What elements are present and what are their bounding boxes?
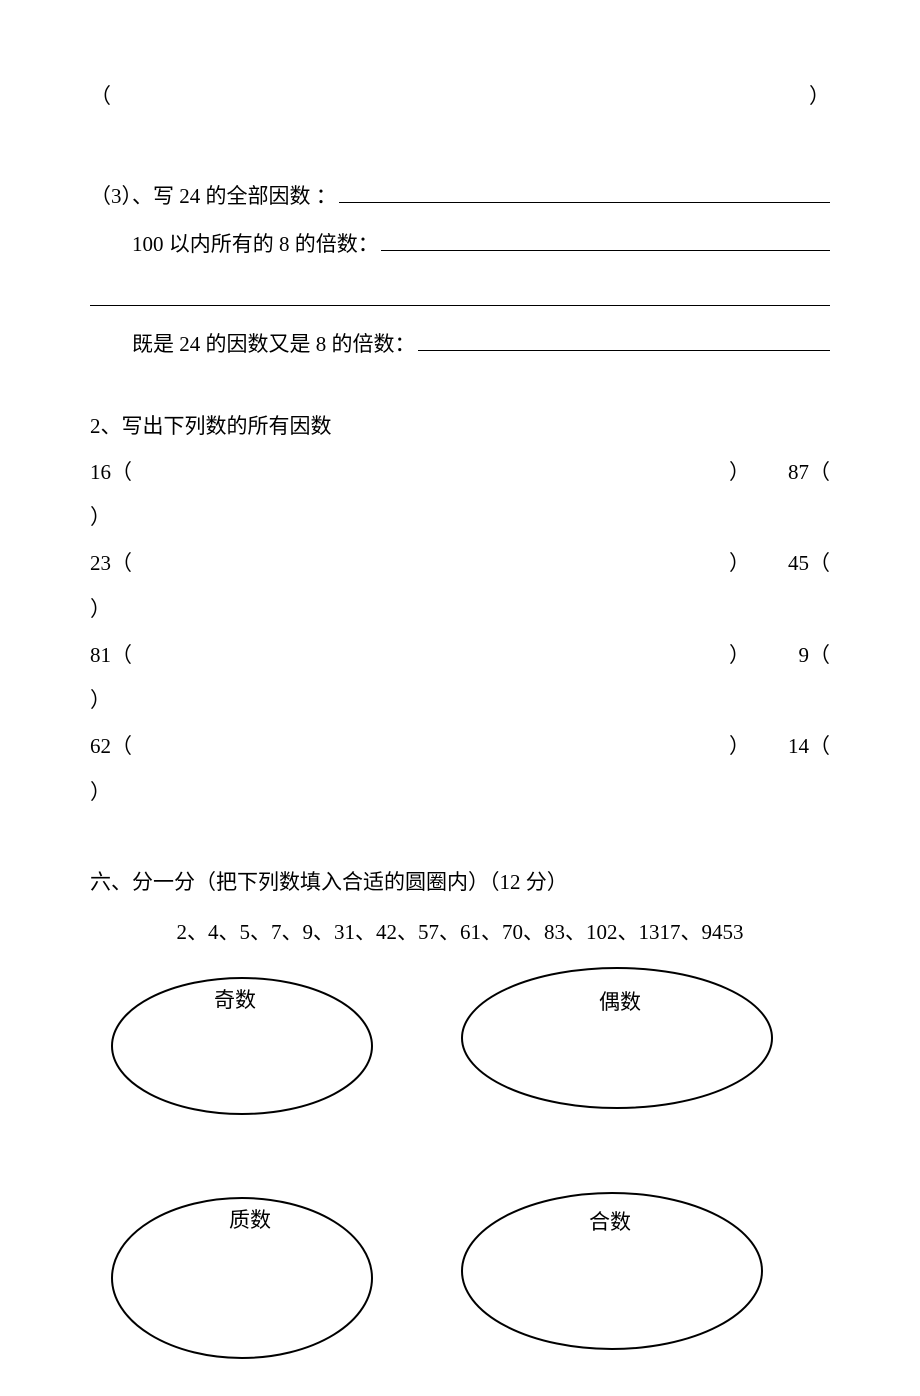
- close-paren: ）: [729, 549, 750, 578]
- factor-row: 16（）87（: [90, 458, 830, 487]
- factor-cell-a: 23（ ）: [90, 549, 750, 578]
- factor-close-row: ）: [90, 684, 830, 714]
- open-paren: （: [809, 641, 830, 670]
- factor-blank-a[interactable]: [132, 732, 729, 761]
- factor-row: 23（）45（: [90, 549, 830, 578]
- oval-label: 偶数: [590, 986, 650, 1016]
- oval-label: 奇数: [205, 984, 265, 1014]
- q3-sub2-label: 既是 24 的因数又是 8 的倍数：: [132, 328, 416, 358]
- q3-sub2-blank[interactable]: [418, 331, 831, 351]
- factor-b-number: 87: [788, 458, 809, 487]
- blank-paren-line: （ ）: [90, 80, 830, 110]
- factor-b-number: 45: [788, 549, 809, 578]
- factor-close-row: ）: [90, 776, 830, 806]
- factor-cell-a: 62（ ）: [90, 732, 750, 761]
- factor-blank-a[interactable]: [132, 458, 729, 487]
- factor-cell-b: 9（: [750, 641, 830, 670]
- factor-a-number: 62: [90, 732, 111, 761]
- open-paren: （: [111, 641, 132, 670]
- q3-sub1-label: 100 以内所有的 8 的倍数：: [132, 228, 379, 258]
- oval-label: 质数: [220, 1204, 280, 1234]
- close-paren: ）: [729, 641, 750, 670]
- open-paren: （: [90, 80, 111, 110]
- q3-continuation-line[interactable]: [90, 276, 830, 306]
- factor-b-number: 9: [799, 641, 810, 670]
- six-number-list: 2、4、5、7、9、31、42、57、61、70、83、102、1317、945…: [90, 916, 830, 946]
- q3-multiples-8: 100 以内所有的 8 的倍数：: [132, 228, 830, 258]
- open-paren: （: [809, 458, 830, 487]
- factor-blank-a[interactable]: [132, 549, 729, 578]
- factor-row: 62（）14（: [90, 732, 830, 761]
- q3-sub1-blank[interactable]: [381, 231, 830, 251]
- factor-cell-b: 45（: [750, 549, 830, 578]
- open-paren: （: [111, 549, 132, 578]
- factor-close-row: ）: [90, 593, 830, 623]
- q3-both: 既是 24 的因数又是 8 的倍数：: [132, 328, 830, 358]
- close-paren: ）: [729, 732, 750, 761]
- factor-blank-a[interactable]: [132, 641, 729, 670]
- factor-cell-a: 16（ ）: [90, 458, 750, 487]
- factor-cell-b: 87（: [750, 458, 830, 487]
- factor-close-row: ）: [90, 501, 830, 531]
- factor-cell-b: 14（: [750, 732, 830, 761]
- section-six-title: 六、分一分（把下列数填入合适的圆圈内）（12 分）: [90, 866, 830, 896]
- q2-rows-container: 16（）87（）23（）45（）81（）9（）62（）14（）: [90, 458, 830, 806]
- factor-a-number: 16: [90, 458, 111, 487]
- factor-b-number: 14: [788, 732, 809, 761]
- oval-label: 合数: [580, 1206, 640, 1236]
- open-paren: （: [111, 732, 132, 761]
- factor-a-number: 23: [90, 549, 111, 578]
- open-paren: （: [111, 458, 132, 487]
- q3-prefix: （3）、写 24 的全部因数 ：: [90, 180, 337, 210]
- close-paren: ）: [809, 80, 830, 110]
- open-paren: （: [809, 549, 830, 578]
- factor-cell-a: 81（ ）: [90, 641, 750, 670]
- q2-title: 2、写出下列数的所有因数: [90, 410, 830, 440]
- q3-factors-24: （3）、写 24 的全部因数 ：: [90, 180, 830, 210]
- factor-a-number: 81: [90, 641, 111, 670]
- ovals-container: 奇数 偶数质数 合数: [90, 966, 830, 1396]
- open-paren: （: [809, 732, 830, 761]
- factor-row: 81（）9（: [90, 641, 830, 670]
- q3-blank[interactable]: [339, 183, 830, 203]
- close-paren: ）: [729, 458, 750, 487]
